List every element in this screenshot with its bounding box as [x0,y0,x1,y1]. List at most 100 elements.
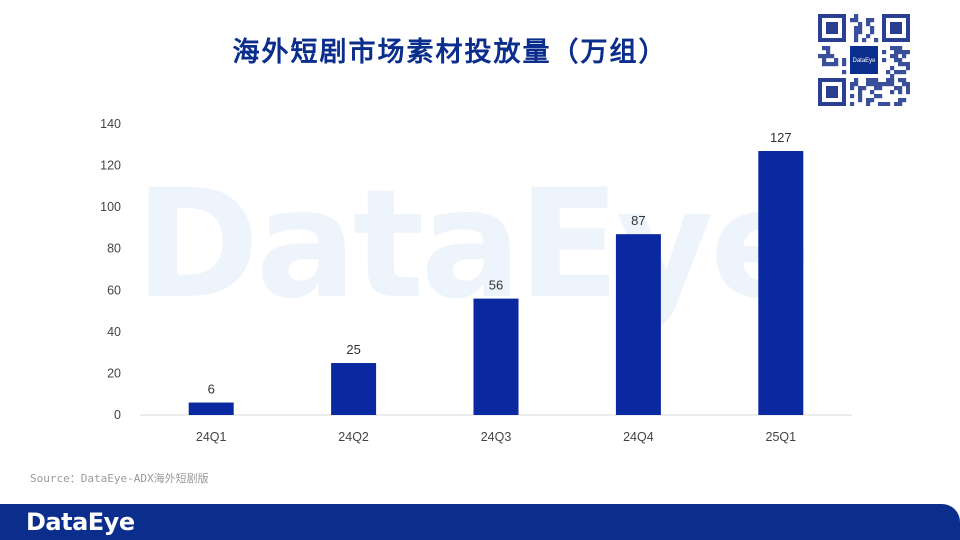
qr-module [866,102,871,106]
footer-logo: DataEye [26,508,135,536]
qr-module [866,78,871,83]
qr-module [854,30,859,35]
qr-module [842,58,847,63]
qr-module [826,50,831,55]
qr-module [826,62,831,67]
qr-module [894,86,899,91]
qr-module [890,54,895,59]
qr-module [830,62,835,67]
qr-module [826,46,831,51]
qr-module [882,102,887,106]
qr-module [826,54,831,59]
qr-module [842,70,847,75]
qr-module [874,38,879,43]
y-tick-label: 140 [100,117,121,131]
y-tick-label: 0 [114,408,121,422]
qr-module [898,46,903,51]
bar [188,402,234,415]
qr-module [882,82,887,87]
qr-module [866,82,871,87]
qr-module [906,86,910,91]
qr-module [850,82,855,87]
qr-module [854,26,859,31]
qr-module [870,18,875,23]
qr-module [870,90,875,95]
qr-module [890,74,895,79]
qr-module [898,78,903,83]
qr-module [878,86,883,91]
qr-module [878,102,883,106]
qr-module [898,70,903,75]
qr-module [854,34,859,39]
qr-module [818,54,823,59]
qr-module [890,82,895,87]
bar [473,298,519,415]
bar [615,234,661,415]
source-note: Source：DataEye-ADX海外短剧版 [30,472,209,485]
qr-module [906,90,910,95]
qr-module [874,86,879,91]
qr-module [854,14,859,19]
data-label: 87 [631,213,645,228]
qr-module [822,62,827,67]
chart-title: 海外短剧市场素材投放量（万组） [232,37,668,68]
qr-center-label: DataEye [852,58,876,64]
qr-module [906,82,910,87]
data-label: 6 [208,382,215,397]
qr-module [894,102,899,106]
qr-module [902,54,907,59]
qr-module [854,18,859,23]
x-tick-label: 24Q2 [338,430,369,444]
qr-module [858,98,863,103]
qr-module [902,50,907,55]
qr-module [906,62,910,67]
qr-module [858,22,863,27]
qr-module [886,78,891,83]
qr-module [906,50,910,55]
qr-module [870,82,875,87]
y-tick-label: 20 [107,366,121,380]
qr-module [882,50,887,55]
qr-module [874,82,879,87]
qr-module [902,70,907,75]
qr-module [870,30,875,35]
y-tick-label: 120 [100,159,121,173]
qr-module [854,38,859,43]
qr-module [894,70,899,75]
qr-module [898,98,903,103]
qr-module [902,62,907,67]
qr-module [850,18,855,23]
y-tick-label: 80 [107,242,121,256]
data-label: 56 [489,278,503,293]
qr-module [890,46,895,51]
qr-module [854,82,859,87]
y-tick-label: 60 [107,283,121,297]
qr-module [866,34,871,39]
qr-module [830,54,835,59]
x-tick-label: 24Q1 [196,430,227,444]
qr-module [866,98,871,103]
bar [331,363,377,415]
qr-module [850,86,855,91]
qr-module [866,18,871,23]
qr-module [902,82,907,87]
qr-module [894,54,899,59]
bar [758,151,804,415]
qr-module [902,78,907,83]
qr-module [890,78,895,83]
qr-finder-core [826,86,838,98]
data-label: 127 [770,130,792,145]
qr-module [886,82,891,87]
qr-module [898,102,903,106]
qr-module [902,98,907,103]
x-tick-label: 25Q1 [766,430,797,444]
qr-module [870,98,875,103]
footer-bar: DataEye [0,504,960,540]
qr-module [906,66,910,71]
qr-module [842,62,847,67]
qr-module [854,78,859,83]
qr-module [878,94,883,99]
qr-module [822,58,827,63]
qr-module [834,62,839,67]
